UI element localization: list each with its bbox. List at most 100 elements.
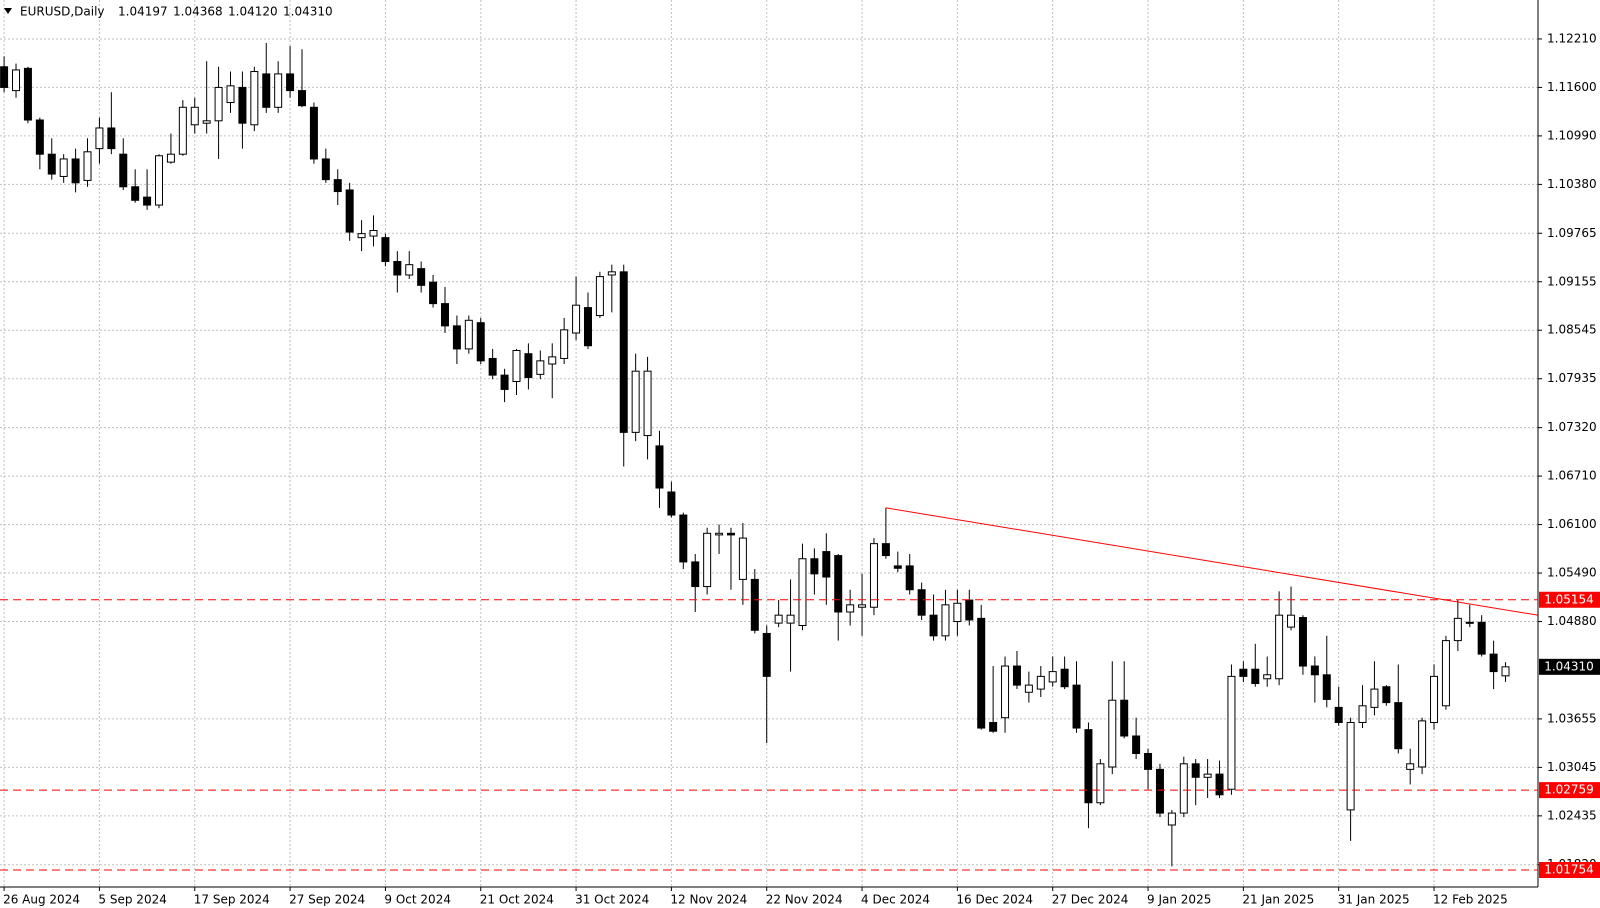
candle-body: [572, 304, 581, 334]
x-tick-label: 26 Aug 2024: [3, 893, 80, 907]
candle-body: [715, 532, 724, 536]
candle-body: [1024, 684, 1033, 693]
candle-body: [1275, 614, 1284, 680]
candle-body: [429, 281, 438, 305]
candle-body: [619, 271, 628, 433]
candle-body: [679, 514, 688, 563]
header-close: 1.04310: [283, 5, 333, 19]
y-tick-label: 1.07935: [1547, 371, 1597, 385]
candle-body: [1358, 705, 1367, 723]
x-tick-label: 12 Nov 2024: [670, 893, 747, 907]
candle-body: [59, 158, 68, 177]
candle-body: [1096, 763, 1105, 804]
x-tick-label: 9 Jan 2025: [1147, 893, 1211, 907]
y-tick-label: 1.09765: [1547, 226, 1597, 240]
candle-body: [691, 561, 700, 588]
candle-body: [846, 604, 855, 613]
candle-body: [166, 153, 175, 163]
candle-body: [1060, 668, 1069, 688]
x-tick-label: 17 Sep 2024: [194, 893, 270, 907]
candle-body: [190, 106, 199, 126]
level-tag: [1539, 782, 1600, 799]
x-tick-label: 31 Oct 2024: [575, 893, 649, 907]
candle-body: [1108, 699, 1117, 768]
candle-body: [1001, 665, 1010, 719]
candle-body: [1322, 674, 1331, 700]
candle-body: [1287, 614, 1296, 628]
y-tick-label: 1.10990: [1547, 128, 1597, 142]
candle-body: [1191, 763, 1200, 778]
trendline: [885, 507, 1538, 616]
candle-body: [548, 356, 557, 365]
candle-body: [858, 604, 867, 608]
y-tick-label: 1.03655: [1547, 711, 1597, 725]
level-tag: [1539, 861, 1600, 878]
candle-body: [1239, 668, 1248, 677]
candle-body: [1155, 768, 1164, 814]
x-tick-label: 27 Dec 2024: [1052, 893, 1129, 907]
y-tick-label: 1.02435: [1547, 808, 1597, 822]
candle-body: [23, 67, 32, 121]
header-open: 1.04197: [118, 5, 168, 19]
candle-body: [1012, 665, 1021, 686]
candle-body: [202, 120, 211, 124]
candle-body: [178, 106, 187, 155]
candle-body: [643, 370, 652, 437]
candle-body: [667, 491, 676, 516]
x-tick-label: 9 Oct 2024: [384, 893, 451, 907]
candle-body: [1179, 763, 1188, 814]
symbol-title: EURUSD,Daily: [20, 5, 105, 19]
candle-body: [965, 599, 974, 621]
candle-body: [309, 106, 318, 160]
candle-body: [1477, 621, 1486, 655]
candle-body: [12, 69, 21, 92]
candle-body: [1036, 675, 1045, 690]
y-tick-label: 1.04880: [1547, 614, 1597, 628]
y-tick-label: 1.06710: [1547, 469, 1597, 483]
candle-body: [726, 532, 735, 536]
candle-body: [774, 614, 783, 624]
candle-body: [1382, 686, 1391, 704]
candle-body: [762, 632, 771, 677]
candle-body: [95, 127, 104, 150]
candle-body: [941, 604, 950, 637]
candle-body: [155, 155, 164, 206]
candle-body: [440, 303, 449, 327]
candle-body: [1334, 706, 1343, 723]
candle-body: [143, 196, 152, 206]
candle-body: [607, 271, 616, 276]
y-tick-label: 1.07320: [1547, 420, 1597, 434]
candle-body: [333, 179, 342, 193]
candle-body: [1418, 720, 1427, 768]
x-tick-label: 12 Feb 2025: [1433, 893, 1508, 907]
y-tick-label: 1.10380: [1547, 177, 1597, 191]
candle-body: [738, 537, 747, 580]
x-tick-label: 5 Sep 2024: [98, 893, 166, 907]
candle-body: [405, 264, 414, 276]
candle-body: [464, 319, 473, 350]
candle-body: [536, 360, 545, 375]
candle-body: [881, 543, 890, 557]
candle-body: [703, 532, 712, 588]
candle-body: [500, 374, 509, 390]
candle-body: [1310, 665, 1319, 676]
candle-body: [595, 276, 604, 317]
candles: [0, 42, 1510, 867]
x-tick-label: 21 Jan 2025: [1242, 893, 1314, 907]
candle-body: [1144, 752, 1153, 770]
y-tick-label: 1.12210: [1547, 31, 1597, 45]
header-high: 1.04368: [173, 5, 223, 19]
candle-body: [417, 268, 426, 286]
candle-body: [47, 153, 56, 175]
candle-body: [1084, 729, 1093, 804]
candle-body: [286, 73, 295, 92]
y-tick-label: 1.11600: [1547, 80, 1597, 94]
level-label: 1.02759: [1544, 783, 1594, 797]
header-arrow: [4, 8, 12, 14]
last-price-label: 1.04310: [1544, 659, 1594, 673]
header-low: 1.04120: [228, 5, 278, 19]
candle-body: [274, 73, 283, 108]
candle-body: [214, 86, 223, 122]
